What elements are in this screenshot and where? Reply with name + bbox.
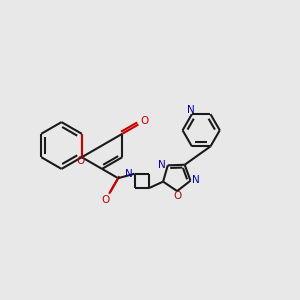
Text: O: O <box>76 156 85 167</box>
Text: O: O <box>174 191 182 202</box>
Text: N: N <box>125 169 133 179</box>
Text: N: N <box>187 105 195 115</box>
Text: O: O <box>102 194 110 205</box>
Text: O: O <box>140 116 148 126</box>
Text: N: N <box>158 160 166 170</box>
Text: N: N <box>192 175 200 185</box>
